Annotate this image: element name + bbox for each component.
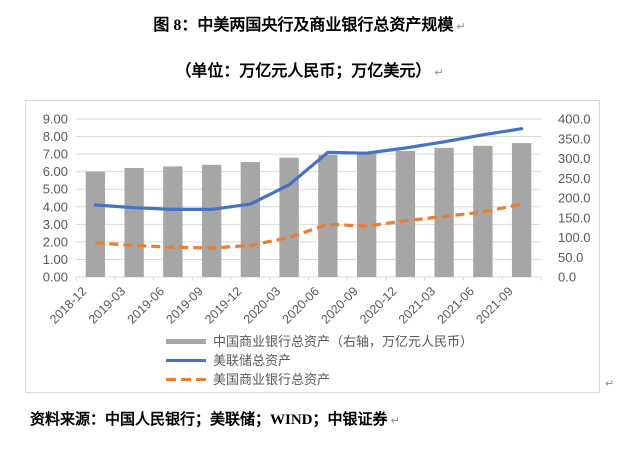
x-axis-category-label: 2018-12 (47, 284, 89, 326)
bar (395, 150, 416, 277)
left-axis-tick-label: 6.00 (43, 164, 68, 179)
bar (356, 153, 377, 277)
figure-subtitle: （单位：万亿元人民币；万亿美元） ↵ (0, 57, 619, 81)
figure-subtitle-text: （单位：万亿元人民币；万亿美元） (175, 63, 432, 80)
paragraph-mark-icon: ↵ (434, 66, 444, 79)
right-axis-tick-label: 250.0 (558, 171, 591, 186)
bar (240, 162, 261, 277)
left-axis-tick-label: 5.00 (43, 182, 68, 197)
legend-item-us-banks: 美国商业银行总资产 (166, 370, 473, 389)
left-axis-tick-label: 9.00 (43, 112, 68, 127)
paragraph-mark-icon: ↵ (456, 20, 466, 33)
right-axis-tick-label: 300.0 (558, 151, 591, 166)
right-axis-tick-label: 50.0 (558, 250, 583, 265)
bar (279, 157, 299, 277)
source-note-text: 资料来源：中国人民银行；美联储；WIND；中银证券 (30, 412, 388, 428)
bar (318, 154, 338, 277)
legend-solid-line-icon (166, 358, 206, 363)
x-axis-category-label: 2020-06 (280, 284, 322, 326)
bar (163, 166, 183, 277)
x-axis-category-label: 2019-12 (202, 284, 244, 326)
x-axis-category-label: 2020-12 (357, 284, 399, 326)
x-axis-category-label: 2019-06 (125, 284, 167, 326)
left-axis-tick-label: 0.00 (43, 270, 68, 285)
left-axis-tick-label: 2.00 (43, 234, 68, 249)
combo-chart: 0.00 1.00 2.00 3.00 4.00 5.00 6.00 7.00 8.00 9.00… (43, 112, 591, 327)
legend-dashed-line-icon (166, 377, 206, 382)
legend-bar-swatch-icon (166, 339, 206, 344)
legend-item-fed: 美联储总资产 (166, 351, 473, 370)
bar (473, 145, 493, 277)
line-series (95, 202, 522, 250)
legend-label: 美国商业银行总资产 (213, 372, 331, 387)
right-axis-tick-label: 0.0 (558, 270, 576, 285)
left-axis-tick-label: 1.00 (43, 252, 68, 267)
right-axis-tick-label: 400.0 (558, 112, 591, 127)
figure-title-text: 图 8：中美两国央行及商业银行总资产规模 (153, 17, 454, 34)
paragraph-mark-icon: ↵ (605, 377, 615, 390)
x-axis-category-label: 2021-06 (435, 284, 477, 326)
x-axis-category-label: 2019-03 (86, 284, 128, 326)
chart-area: 0.00 1.00 2.00 3.00 4.00 5.00 6.00 7.00 8.00 9.00… (25, 100, 600, 393)
left-axis-tick-label: 8.00 (43, 129, 68, 144)
right-axis-tick-label: 150.0 (558, 210, 591, 225)
bar (434, 147, 454, 277)
bar (124, 167, 144, 277)
left-axis-tick-label: 3.00 (43, 217, 68, 232)
x-axis-category-label: 2020-03 (241, 284, 283, 326)
right-axis-tick-label: 200.0 (558, 191, 591, 206)
bar (85, 171, 106, 277)
x-axis-category-label: 2020-09 (318, 284, 360, 326)
x-axis-category-label: 2021-03 (396, 284, 438, 326)
left-axis-tick-label: 4.00 (43, 199, 68, 214)
legend-item-china-banks: 中国商业银行总资产（右轴，万亿元人民币） (166, 332, 473, 351)
x-axis-category-label: 2019-09 (163, 284, 205, 326)
chart-legend: 中国商业银行总资产（右轴，万亿元人民币） 美联储总资产 美国商业银行总资产 (166, 332, 473, 389)
source-note: 资料来源：中国人民银行；美联储；WIND；中银证券 ↵ (30, 408, 400, 429)
bar (201, 164, 222, 277)
paragraph-mark-icon: ↵ (390, 414, 400, 427)
right-axis-tick-label: 100.0 (558, 230, 591, 245)
right-axis-tick-label: 350.0 (558, 131, 591, 146)
x-axis-category-label: 2021-09 (473, 284, 515, 326)
legend-label: 美联储总资产 (213, 353, 292, 368)
bar (511, 143, 532, 277)
left-axis-tick-label: 7.00 (43, 147, 68, 162)
legend-label: 中国商业银行总资产（右轴，万亿元人民币） (213, 334, 474, 349)
figure-title: 图 8：中美两国央行及商业银行总资产规模 ↵ (0, 11, 619, 35)
line-series (93, 127, 524, 212)
